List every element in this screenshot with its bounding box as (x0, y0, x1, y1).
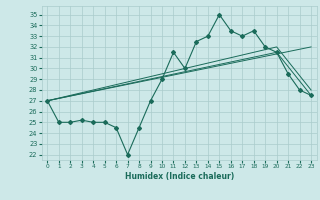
X-axis label: Humidex (Indice chaleur): Humidex (Indice chaleur) (124, 172, 234, 181)
